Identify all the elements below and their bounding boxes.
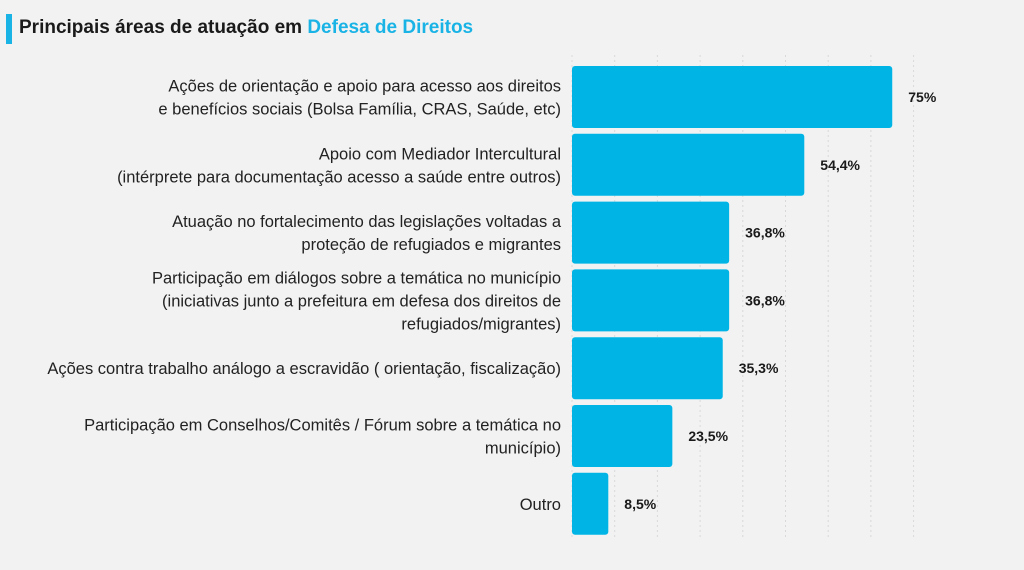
title-accent-bar	[6, 14, 12, 44]
value-label: 8,5%	[624, 496, 656, 512]
chart-title-prefix: Principais áreas de atuação em	[19, 17, 303, 38]
category-label-line: refugiados/migrantes)	[401, 315, 561, 333]
category-label: Participação em Conselhos/Comitês / Fóru…	[84, 417, 561, 458]
category-label-line: e benefícios sociais (Bolsa Família, CRA…	[158, 101, 561, 119]
category-label-line: Participação em diálogos sobre a temátic…	[152, 269, 561, 287]
category-label-line: município)	[485, 440, 561, 458]
category-label: Outro	[520, 496, 561, 514]
category-label: Apoio com Mediador Intercultural (intérpr…	[117, 145, 561, 186]
bar	[572, 405, 673, 467]
value-label: 54,4%	[820, 157, 860, 173]
value-label: 35,3%	[739, 360, 779, 376]
category-label-line: Outro	[520, 496, 561, 514]
category-label-line: (iniciativas junto a prefeitura em defes…	[162, 292, 561, 310]
category-label: Ações contra trabalho análogo a escravid…	[47, 360, 561, 378]
chart-title: Principais áreas de atuação em Defesa de…	[19, 15, 473, 41]
bar	[572, 201, 730, 264]
category-label-line: Participação em Conselhos/Comitês / Fóru…	[84, 417, 561, 435]
category-label: Atuação no fortalecimento das legislaçõe…	[172, 213, 562, 254]
bar	[572, 269, 730, 332]
bar	[572, 337, 723, 400]
category-label-line: proteção de refugiados e migrantes	[301, 236, 561, 254]
category-label-line: (intérprete para documentação acesso a s…	[117, 168, 561, 186]
category-label: Participação em diálogos sobre a temátic…	[152, 269, 561, 333]
category-label-line: Apoio com Mediador Intercultural	[319, 145, 561, 163]
category-label-line: Ações contra trabalho análogo a escravid…	[47, 360, 561, 378]
value-label: 36,8%	[745, 292, 785, 308]
bar	[572, 472, 609, 535]
category-label: Ações de orientação e apoio para acesso …	[158, 78, 561, 119]
value-label: 75%	[908, 89, 937, 105]
value-label: 23,5%	[688, 428, 728, 444]
bar	[572, 133, 805, 196]
bar	[572, 66, 893, 128]
chart-title-highlight: Defesa de Direitos	[307, 17, 474, 38]
category-label-line: Ações de orientação e apoio para acesso …	[168, 78, 561, 96]
value-label: 36,8%	[745, 225, 785, 241]
category-label-line: Atuação no fortalecimento das legislaçõe…	[172, 213, 562, 231]
